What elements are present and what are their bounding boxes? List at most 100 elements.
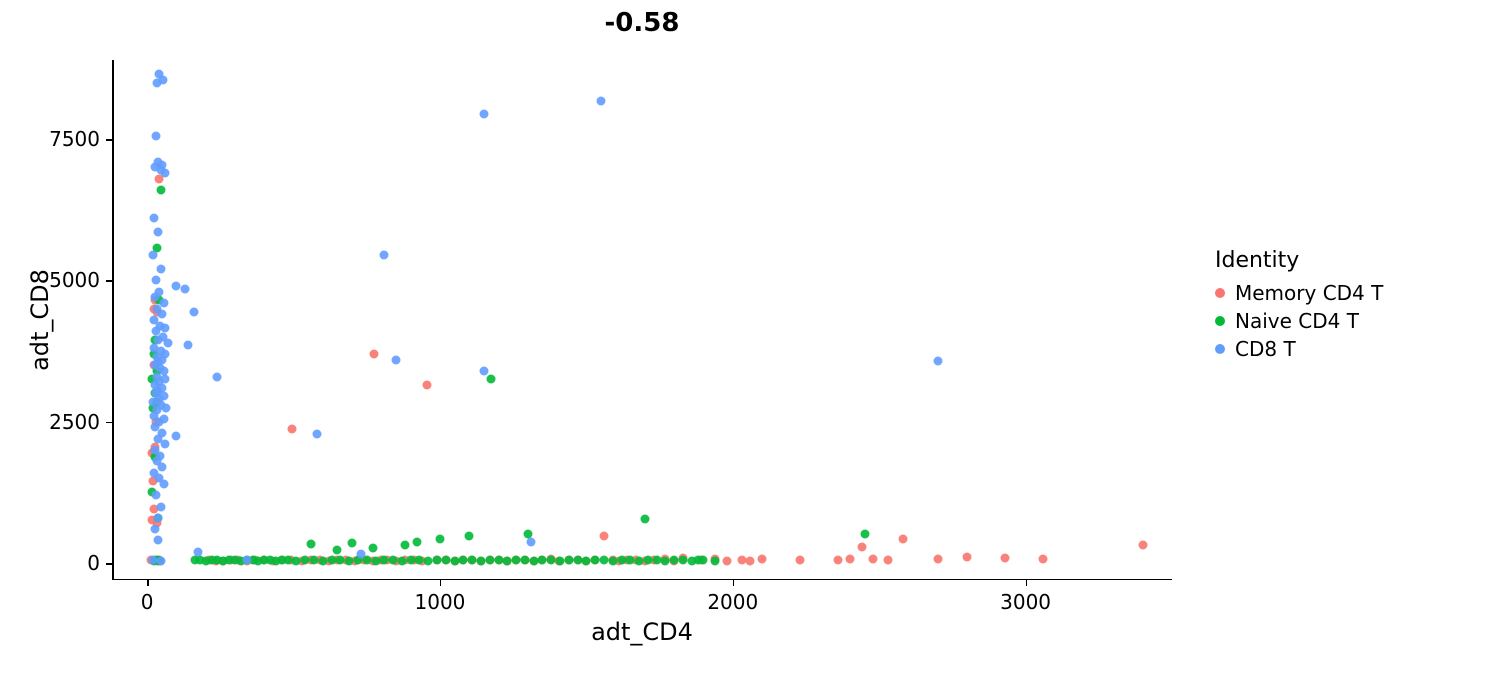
- data-point: [154, 536, 163, 545]
- data-point: [172, 282, 181, 291]
- data-point: [433, 555, 442, 564]
- data-point: [845, 555, 854, 564]
- data-point: [333, 546, 342, 555]
- x-axis-spine: [112, 579, 1172, 581]
- data-point: [160, 479, 169, 488]
- data-point: [487, 375, 496, 384]
- data-point: [327, 555, 336, 564]
- y-axis-title: adt_CD8: [26, 269, 54, 371]
- data-point: [157, 310, 166, 319]
- y-tick: [106, 422, 112, 424]
- data-point: [860, 530, 869, 539]
- data-point: [450, 556, 459, 565]
- data-point: [459, 555, 468, 564]
- data-point: [626, 556, 635, 565]
- data-point: [933, 555, 942, 564]
- data-point: [711, 556, 720, 565]
- y-axis-spine: [112, 60, 114, 580]
- data-point: [348, 539, 357, 548]
- data-point: [737, 555, 746, 564]
- x-tick-label: 0: [141, 590, 154, 614]
- data-point: [288, 424, 297, 433]
- data-point: [184, 341, 193, 350]
- data-point: [468, 556, 477, 565]
- data-point: [529, 556, 538, 565]
- legend-items: Memory CD4 T Naive CD4 T CD8 T: [1215, 281, 1383, 361]
- y-tick: [106, 139, 112, 141]
- data-point: [158, 462, 167, 471]
- legend: Identity Memory CD4 T Naive CD4 T CD8 T: [1215, 248, 1383, 365]
- data-point: [573, 556, 582, 565]
- data-point: [1001, 553, 1010, 562]
- data-point: [380, 555, 389, 564]
- data-point: [1138, 540, 1147, 549]
- x-tick: [147, 580, 149, 586]
- x-tick: [1026, 580, 1028, 586]
- data-point: [181, 284, 190, 293]
- data-point: [153, 78, 162, 87]
- data-point: [148, 251, 157, 260]
- data-point: [157, 186, 166, 195]
- data-point: [151, 525, 160, 534]
- data-point: [380, 251, 389, 260]
- data-point: [796, 556, 805, 565]
- data-point: [301, 555, 310, 564]
- data-point: [406, 555, 415, 564]
- data-point: [591, 555, 600, 564]
- data-point: [643, 555, 652, 564]
- legend-title: Identity: [1215, 248, 1383, 273]
- data-point: [160, 440, 169, 449]
- legend-label: CD8 T: [1235, 337, 1296, 361]
- data-point: [933, 356, 942, 365]
- data-point: [479, 109, 488, 118]
- data-point: [424, 556, 433, 565]
- data-point: [336, 556, 345, 565]
- data-point: [156, 502, 165, 511]
- data-point: [661, 556, 670, 565]
- data-point: [652, 556, 661, 565]
- data-point: [476, 556, 485, 565]
- data-point: [435, 535, 444, 544]
- data-point: [687, 556, 696, 565]
- data-point: [371, 556, 380, 565]
- legend-item: Naive CD4 T: [1215, 309, 1383, 333]
- x-tick: [733, 580, 735, 586]
- data-point: [160, 169, 169, 178]
- data-point: [292, 556, 301, 565]
- data-point: [758, 555, 767, 564]
- data-point: [161, 403, 170, 412]
- data-point: [151, 276, 160, 285]
- data-point: [163, 338, 172, 347]
- data-point: [883, 555, 892, 564]
- x-tick: [440, 580, 442, 586]
- data-point: [869, 554, 878, 563]
- data-point: [512, 555, 521, 564]
- y-tick: [106, 280, 112, 282]
- x-tick-label: 3000: [1000, 590, 1051, 614]
- data-point: [597, 96, 606, 105]
- data-point: [599, 556, 608, 565]
- data-point: [441, 556, 450, 565]
- data-point: [857, 543, 866, 552]
- data-point: [746, 556, 755, 565]
- data-point: [670, 555, 679, 564]
- data-point: [397, 556, 406, 565]
- data-point: [538, 555, 547, 564]
- data-point: [150, 293, 159, 302]
- data-point: [526, 538, 535, 547]
- legend-item: Memory CD4 T: [1215, 281, 1383, 305]
- data-point: [157, 556, 166, 565]
- legend-label: Naive CD4 T: [1235, 309, 1359, 333]
- data-point: [368, 544, 377, 553]
- data-point: [157, 265, 166, 274]
- data-point: [172, 431, 181, 440]
- data-point: [312, 430, 321, 439]
- legend-item: CD8 T: [1215, 337, 1383, 361]
- data-point: [356, 550, 365, 559]
- y-tick-label: 0: [87, 551, 100, 575]
- data-point: [191, 555, 200, 564]
- x-axis-title: adt_CD4: [591, 618, 693, 646]
- data-point: [422, 381, 431, 390]
- data-point: [213, 372, 222, 381]
- data-point: [1039, 554, 1048, 563]
